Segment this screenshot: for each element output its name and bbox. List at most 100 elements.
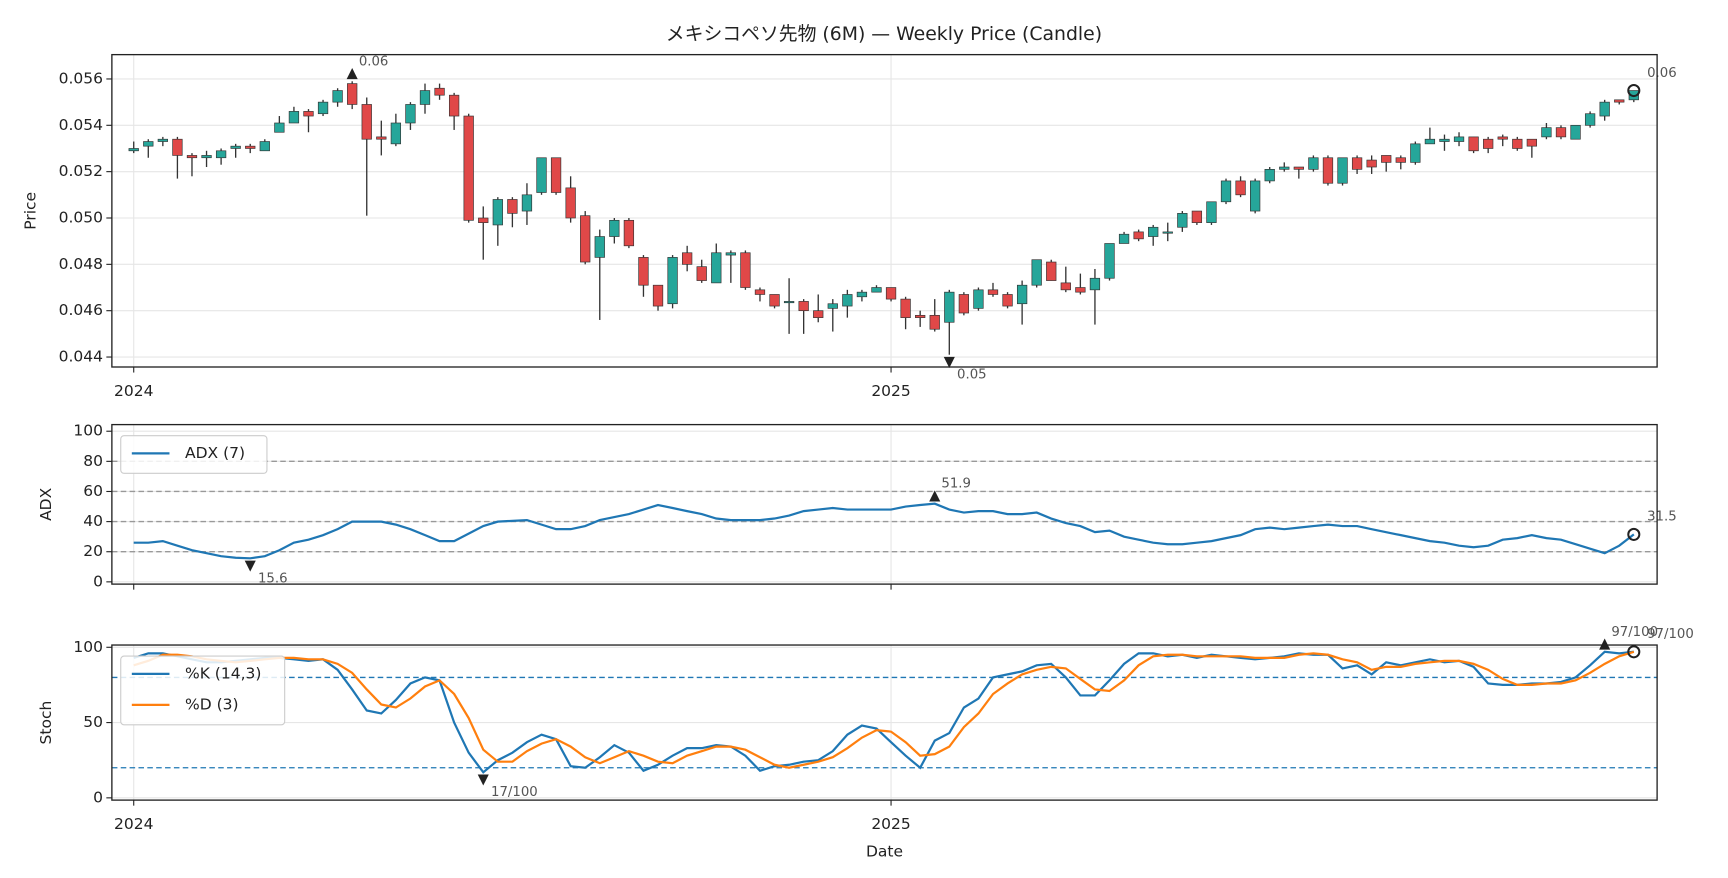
candle-body <box>798 301 809 312</box>
candle-body <box>1220 180 1232 203</box>
max-marker <box>1599 638 1611 650</box>
x-tick-label: 2025 <box>871 815 910 833</box>
y-tick-label: 50 <box>83 713 103 731</box>
candle-body <box>1133 231 1144 240</box>
candle-body <box>769 294 780 307</box>
candle-body <box>1555 127 1567 138</box>
candle-body <box>1453 136 1465 142</box>
candle-body <box>565 187 576 219</box>
candle-body <box>332 90 343 103</box>
plot-frame <box>111 644 1658 801</box>
last-marker <box>1627 527 1641 541</box>
candle-body <box>885 287 897 300</box>
annotation: 97/100 <box>1611 625 1658 640</box>
candle-body <box>783 301 795 304</box>
candle-body <box>201 155 212 159</box>
candle-body <box>1075 287 1086 293</box>
candle-body <box>1468 136 1479 152</box>
candle-body <box>1410 143 1421 163</box>
candle-body <box>740 252 751 288</box>
candle-body <box>448 94 460 117</box>
candle-body <box>274 122 285 133</box>
annotation: 0.06 <box>359 54 389 69</box>
annotation: 51.9 <box>941 477 971 492</box>
candle-body <box>1279 166 1290 170</box>
candle-body <box>1584 113 1596 126</box>
candle-body <box>638 257 649 286</box>
candle-body <box>958 294 970 314</box>
y-tick-label: 0.044 <box>59 348 103 366</box>
candle-body <box>944 291 955 323</box>
y-tick-label: 0.052 <box>59 162 103 180</box>
candle-body <box>1308 157 1319 170</box>
candle-body <box>1614 99 1625 103</box>
candle-body <box>317 101 329 115</box>
min-marker <box>244 560 256 572</box>
x-tick-label: 2024 <box>114 815 153 833</box>
candle-body <box>1366 159 1377 168</box>
last-marker <box>1627 645 1641 659</box>
candle-body <box>419 90 431 105</box>
candle-body <box>1148 226 1159 237</box>
y-tick-label: 40 <box>83 512 103 530</box>
candle-body <box>1424 138 1436 145</box>
candle-body <box>696 266 707 281</box>
candle-body <box>303 111 314 117</box>
candle-body <box>682 252 693 265</box>
candle-body <box>1337 157 1348 184</box>
min-marker <box>943 356 955 369</box>
candle-body <box>711 252 722 284</box>
candle-body <box>215 150 227 159</box>
series-line <box>133 502 1635 560</box>
y-tick-label: 0.054 <box>59 116 103 134</box>
annotation: 0.06 <box>1647 66 1677 81</box>
candle-body <box>1395 157 1406 163</box>
plot-frame <box>111 423 1658 585</box>
candle-body <box>1060 282 1071 291</box>
chart-title: メキシコペソ先物 (6M) — Weekly Price (Candle) <box>666 23 1102 45</box>
candle-body <box>1016 284 1028 305</box>
candle-body <box>1089 277 1101 291</box>
candle-body <box>754 289 766 295</box>
candle-body <box>1293 166 1304 170</box>
series-line <box>133 650 1635 769</box>
x-tick-label: 2025 <box>871 382 910 400</box>
candle-body <box>128 148 139 152</box>
candle-body <box>1497 136 1508 140</box>
x-tick-label: 2024 <box>114 382 153 400</box>
candle-body <box>288 111 300 124</box>
y-tick-label: 0 <box>93 572 103 590</box>
candle-body <box>1177 213 1188 228</box>
legend-box <box>120 435 268 474</box>
candle-body <box>1351 157 1363 170</box>
x-axis-label: Date <box>866 843 903 861</box>
candle-body <box>390 122 402 145</box>
candle-body <box>1264 169 1275 182</box>
y-axis-label: Stoch <box>37 701 55 745</box>
annotation: 0.05 <box>957 368 987 383</box>
candle-body <box>1191 210 1203 223</box>
candle-body <box>929 314 940 330</box>
candle-body <box>580 215 591 263</box>
candle-body <box>813 310 824 318</box>
candle-body <box>463 115 474 221</box>
y-tick-label: 100 <box>73 638 103 656</box>
legend-label: %K (14,3) <box>185 664 261 682</box>
legend-label: ADX (7) <box>185 444 245 462</box>
candle-body <box>856 291 868 298</box>
candle-body <box>478 217 489 223</box>
candle-body <box>594 236 605 258</box>
candle-body <box>157 138 168 142</box>
candle-body <box>1104 243 1115 279</box>
series-line <box>133 650 1634 774</box>
candle-body <box>1250 180 1261 212</box>
candle-body <box>1002 294 1013 307</box>
candle-body <box>609 219 620 237</box>
candle-body <box>434 87 445 96</box>
annotation: 97/100 <box>1647 627 1694 642</box>
candle-body <box>1570 124 1581 140</box>
candle-body <box>1046 261 1057 281</box>
candle-body <box>492 199 503 226</box>
